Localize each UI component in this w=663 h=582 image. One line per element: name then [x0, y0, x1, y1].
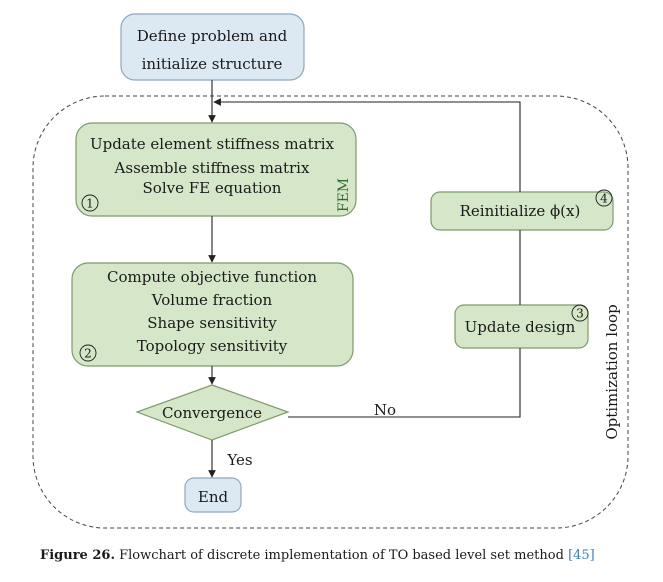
- compute-line-4: Topology sensitivity: [137, 337, 288, 355]
- define-problem-node: Define problem and initialize structure: [120, 13, 305, 81]
- compute-line-2: Volume fraction: [151, 291, 273, 309]
- convergence-node: Convergence: [135, 384, 290, 441]
- update-design-label: Update design: [465, 318, 576, 336]
- caption-reference-link[interactable]: [45]: [568, 548, 595, 563]
- end-label: End: [198, 488, 229, 506]
- optimization-loop-label: Optimization loop: [603, 304, 621, 439]
- fe-node: Update element stiffness matrix Assemble…: [75, 122, 357, 217]
- compute-badge-number: 2: [84, 347, 92, 361]
- loop-back-arrow: [213, 98, 521, 192]
- define-line-2: initialize structure: [142, 55, 283, 73]
- update-design-node: Update design 3: [454, 304, 589, 349]
- reinitialize-label: Reinitialize ϕ(x): [460, 202, 581, 220]
- fe-line-1: Update element stiffness matrix: [90, 135, 335, 153]
- fe-line-3: Solve FE equation: [143, 179, 282, 197]
- reinit-badge-number: 4: [600, 192, 608, 206]
- caption-text: Flowchart of discrete implementation of …: [119, 548, 564, 563]
- update-badge-number: 3: [576, 307, 584, 321]
- end-node: End: [184, 477, 242, 513]
- caption-label: Figure 26.: [40, 548, 115, 563]
- no-label: No: [374, 401, 396, 419]
- compute-badge: [79, 344, 97, 362]
- compute-node: Compute objective function Volume fracti…: [71, 262, 354, 367]
- fe-badge: [81, 194, 99, 212]
- optimization-loop-boundary: [32, 95, 629, 529]
- compute-line-3: Shape sensitivity: [147, 314, 277, 332]
- define-line-1: Define problem and: [137, 27, 288, 45]
- fe-line-2: Assemble stiffness matrix: [114, 159, 310, 177]
- update-badge: [571, 304, 589, 322]
- reinit-badge: [595, 189, 613, 207]
- fem-label: FEM: [336, 178, 352, 212]
- fe-badge-number: 1: [86, 197, 94, 211]
- compute-line-1: Compute objective function: [107, 268, 317, 286]
- no-branch-line: [288, 348, 521, 418]
- figure-caption: Figure 26. Flowchart of discrete impleme…: [40, 548, 650, 563]
- reinitialize-node: Reinitialize ϕ(x) 4: [430, 189, 614, 231]
- yes-label: Yes: [226, 451, 252, 469]
- convergence-label: Convergence: [162, 404, 262, 422]
